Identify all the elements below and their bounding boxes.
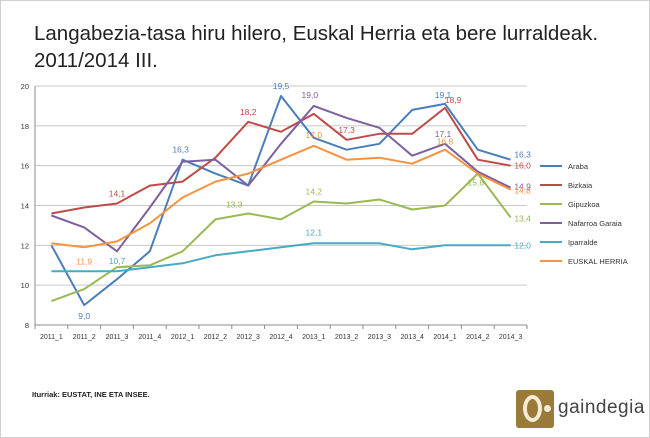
gaindegia-logo: gaindegia <box>514 388 644 430</box>
data-label: 16,3 <box>172 145 189 155</box>
x-tick-label: 2013_3 <box>368 334 391 341</box>
source-note: Iturriak: EUSTAT, INE ETA INSEE. <box>32 390 150 399</box>
x-tick-label: 2014_3 <box>499 334 522 341</box>
data-label: 19,5 <box>273 81 290 91</box>
chart-title-line-2: 2011/2014 III. <box>34 49 158 72</box>
legend-label: Iparralde <box>568 238 598 247</box>
data-label: 15,6 <box>468 178 485 188</box>
x-tick-label: 2011_3 <box>106 334 129 341</box>
data-label: 17,3 <box>338 125 355 135</box>
x-tick-label: 2014_1 <box>433 334 456 341</box>
series-line-nafarroa-garaia <box>51 104 512 253</box>
legend-label: EUSKAL HERRIA <box>568 257 628 266</box>
data-label: 14,2 <box>306 187 323 197</box>
x-tick-label: 2011_2 <box>73 334 96 341</box>
data-label: 17,0 <box>306 130 323 140</box>
data-label: 12,0 <box>514 240 531 250</box>
data-label: 11,9 <box>76 256 92 266</box>
y-tick-label: 10 <box>21 281 29 290</box>
x-tick-label: 2012_1 <box>171 334 194 341</box>
chart-title-line-1: Langabezia-tasa hiru hilero, Euskal Herr… <box>34 22 599 45</box>
data-label: 14,8 <box>514 186 531 196</box>
data-label: 19,1 <box>435 90 452 100</box>
logo-mark-icon <box>516 390 554 428</box>
y-tick-label: 18 <box>21 122 29 131</box>
legend-label: Nafarroa Garaia <box>568 219 623 228</box>
x-tick-label: 2012_4 <box>269 334 292 341</box>
x-tick-label: 2012_2 <box>204 334 227 341</box>
chart-title: Langabezia-tasa hiru hilero, Euskal Herr… <box>34 20 634 74</box>
legend-label: Bizkaia <box>568 181 593 190</box>
data-label: 9,0 <box>78 311 90 321</box>
series-line-bizkaia <box>51 106 511 215</box>
series-line-euskal-herria <box>51 144 512 249</box>
series-line-iparralde <box>51 242 511 273</box>
data-label: 12,1 <box>306 227 323 237</box>
x-tick-label: 2014_2 <box>466 334 489 341</box>
data-label: 16,3 <box>514 150 531 160</box>
y-tick-label: 12 <box>21 241 29 250</box>
y-tick-label: 16 <box>21 162 29 171</box>
x-tick-label: 2012_3 <box>237 334 260 341</box>
x-tick-label: 2011_4 <box>138 334 161 341</box>
data-label: 16,0 <box>514 161 531 171</box>
data-label: 13,4 <box>514 213 531 223</box>
y-tick-label: 14 <box>21 202 29 211</box>
legend-label: Araba <box>568 162 589 171</box>
y-tick-label: 8 <box>25 321 29 330</box>
data-label: 16,8 <box>437 137 454 147</box>
data-label: 10,7 <box>109 256 126 266</box>
x-tick-label: 2013_1 <box>302 334 325 341</box>
x-tick-label: 2011_1 <box>40 334 63 341</box>
data-label: 18,9 <box>445 95 462 105</box>
series-line-araba <box>50 95 511 307</box>
data-label: 17,1 <box>435 129 452 139</box>
logo-text: gaindegia <box>558 397 645 418</box>
legend-label: Gipuzkoa <box>568 200 601 209</box>
data-label: 18,2 <box>240 107 257 117</box>
x-tick-label: 2013_2 <box>335 334 358 341</box>
data-label: 14,9 <box>514 182 531 192</box>
data-label: 13,3 <box>226 199 243 209</box>
data-label: 14,1 <box>109 189 126 199</box>
y-tick-label: 20 <box>21 82 29 91</box>
x-tick-label: 2013_4 <box>401 334 424 341</box>
data-label: 19,0 <box>302 90 319 100</box>
series-line-gipuzkoa <box>51 172 512 303</box>
